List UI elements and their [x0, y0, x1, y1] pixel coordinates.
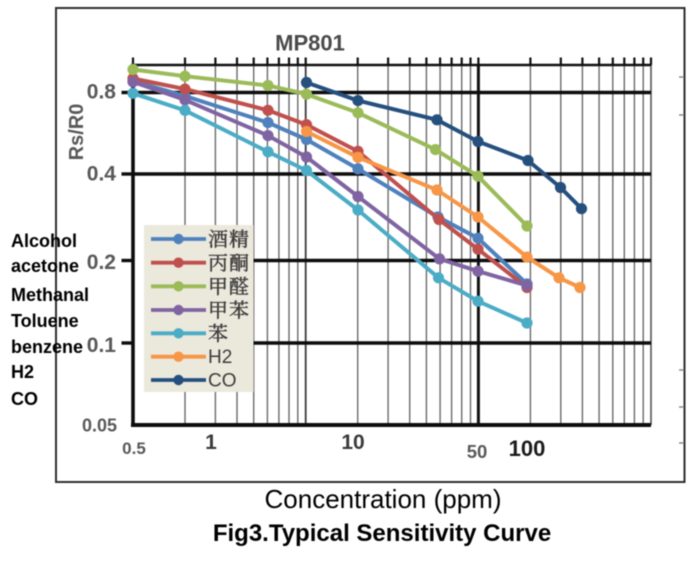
svg-text:Methanal: Methanal [11, 285, 89, 305]
svg-text:Fig3.Typical Sensitivity Curve: Fig3.Typical Sensitivity Curve [213, 520, 551, 547]
svg-text:Rs/R0: Rs/R0 [66, 104, 88, 161]
svg-text:MP801: MP801 [275, 31, 345, 56]
svg-text:Alcohol: Alcohol [11, 231, 77, 251]
svg-text:CO: CO [11, 389, 38, 409]
svg-text:Concentration (ppm): Concentration (ppm) [265, 484, 502, 514]
svg-text:CO: CO [208, 371, 237, 392]
svg-text:0.8: 0.8 [87, 81, 117, 104]
svg-text:benzene: benzene [11, 337, 83, 357]
svg-text:50: 50 [467, 441, 488, 462]
svg-text:H2: H2 [208, 347, 232, 368]
svg-text:Toluene: Toluene [11, 311, 79, 331]
svg-text:0.2: 0.2 [87, 251, 116, 274]
svg-text:100: 100 [509, 436, 546, 461]
svg-text:1: 1 [205, 431, 217, 454]
svg-text:acetone: acetone [11, 256, 79, 276]
svg-text:0.5: 0.5 [122, 439, 146, 458]
svg-text:0.4: 0.4 [87, 163, 117, 186]
svg-text:0.05: 0.05 [82, 416, 117, 436]
svg-text:H2: H2 [11, 362, 34, 382]
svg-text:0.1: 0.1 [87, 334, 117, 357]
svg-text:10: 10 [341, 431, 364, 454]
